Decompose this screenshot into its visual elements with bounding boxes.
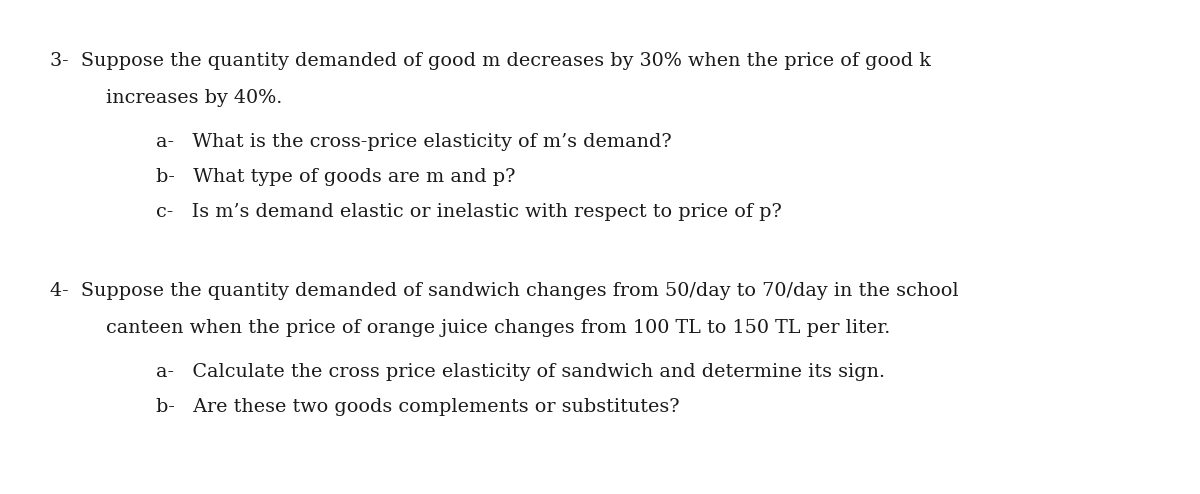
Text: b-   What type of goods are m and p?: b- What type of goods are m and p?	[156, 168, 515, 186]
Text: b-   Are these two goods complements or substitutes?: b- Are these two goods complements or su…	[156, 398, 679, 415]
Text: 4-  Suppose the quantity demanded of sandwich changes from 50/day to 70/day in t: 4- Suppose the quantity demanded of sand…	[50, 282, 959, 299]
Text: 3-  Suppose the quantity demanded of good m decreases by 30% when the price of g: 3- Suppose the quantity demanded of good…	[50, 52, 931, 70]
Text: a-   Calculate the cross price elasticity of sandwich and determine its sign.: a- Calculate the cross price elasticity …	[156, 363, 886, 381]
Text: canteen when the price of orange juice changes from 100 TL to 150 TL per liter.: canteen when the price of orange juice c…	[106, 319, 890, 336]
Text: a-   What is the cross-price elasticity of m’s demand?: a- What is the cross-price elasticity of…	[156, 133, 672, 151]
Text: c-   Is m’s demand elastic or inelastic with respect to price of p?: c- Is m’s demand elastic or inelastic wi…	[156, 203, 781, 220]
Text: increases by 40%.: increases by 40%.	[106, 89, 282, 107]
